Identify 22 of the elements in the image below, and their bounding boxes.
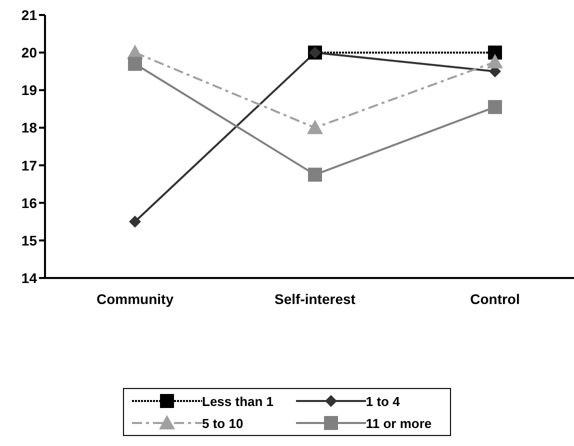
point (307, 120, 323, 134)
point (308, 168, 322, 182)
point (128, 56, 142, 71)
y-tick-label: 21 (21, 6, 38, 23)
point (487, 54, 503, 68)
y-tick-label: 16 (21, 194, 38, 211)
x-tick-label: Control (470, 290, 520, 307)
x-tick-label: Community (96, 290, 174, 307)
point (488, 100, 502, 114)
y-tick-label: 17 (21, 157, 38, 174)
y-tick-label: 18 (21, 120, 38, 136)
legend-label: 5 to 10 (202, 416, 244, 430)
legend-label: 11 or more (366, 416, 432, 430)
y-tick-label: 15 (21, 232, 38, 248)
legend-label: Less than 1 (202, 394, 274, 408)
point (488, 46, 502, 60)
point (129, 216, 141, 228)
y-tick-label: 14 (21, 270, 38, 286)
x-tick-label: Self-interest (274, 290, 356, 307)
y-tick-label: 19 (21, 82, 38, 98)
y-tick-label: 20 (21, 44, 38, 61)
legend-label: 1 to 4 (366, 394, 400, 408)
